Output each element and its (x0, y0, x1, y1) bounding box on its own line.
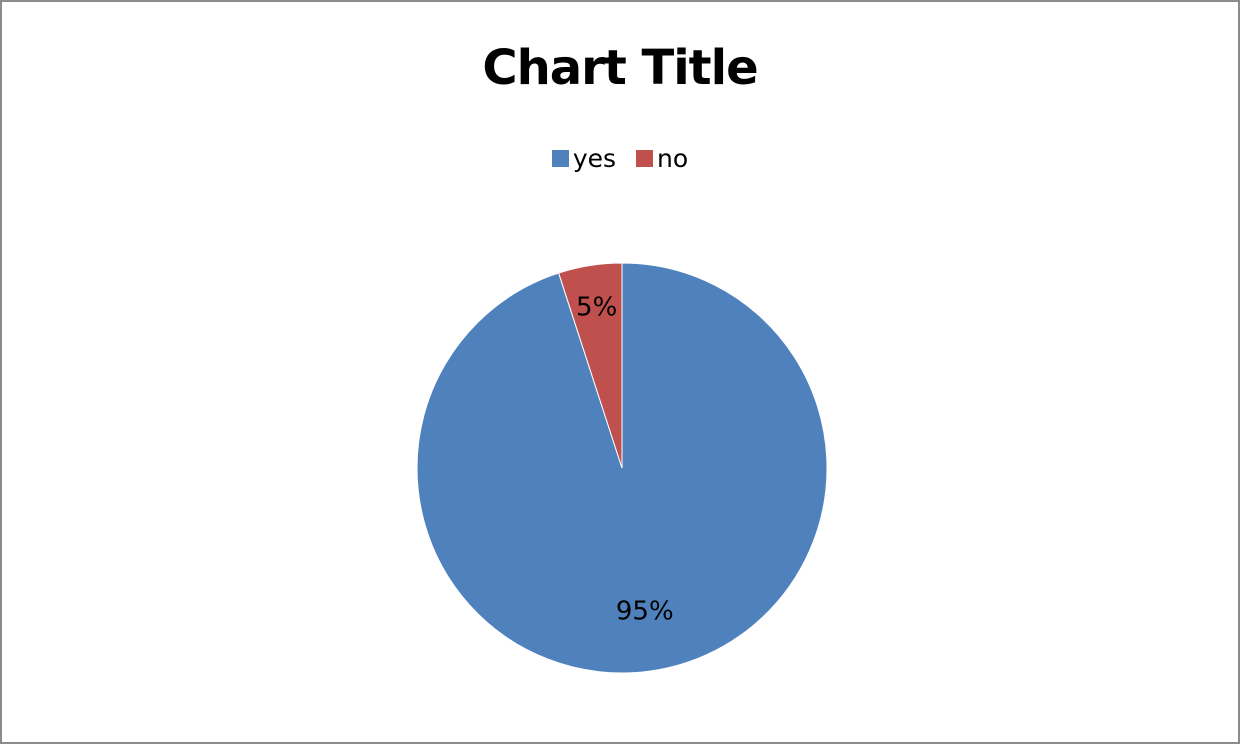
legend-swatch-no (636, 150, 654, 167)
pie-slice-no (558, 262, 623, 469)
data-label-no: 5% (576, 293, 617, 323)
legend-entry-yes: yes (551, 144, 617, 173)
legend-label-no: no (657, 144, 689, 173)
legend-swatch-yes (551, 150, 569, 167)
legend: yes no (2, 144, 1238, 173)
chart-title: Chart Title (482, 40, 758, 96)
legend-entry-no: no (636, 144, 688, 173)
legend-label-yes: yes (572, 144, 617, 173)
data-label-yes: 95% (616, 596, 674, 626)
